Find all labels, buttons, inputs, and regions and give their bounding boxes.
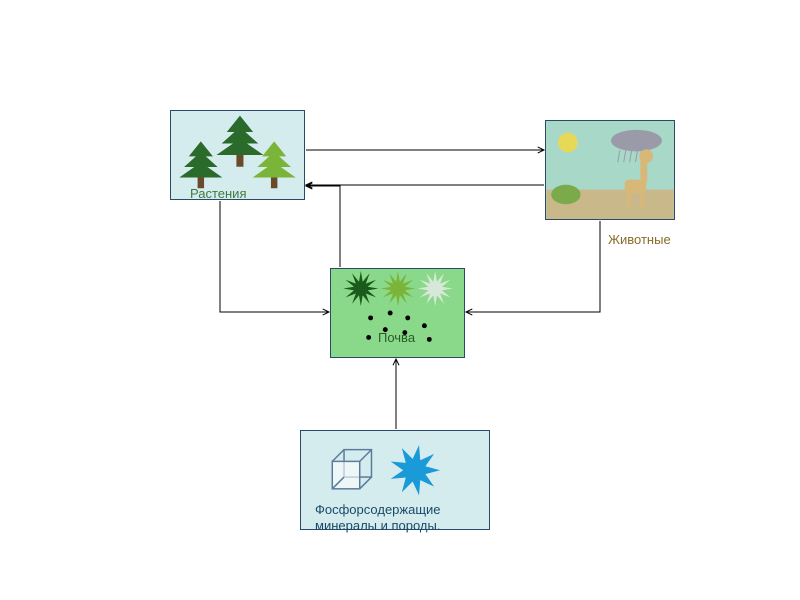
node-animals	[545, 120, 675, 220]
label-plants: Растения	[190, 186, 247, 201]
label-animals: Животные	[608, 232, 671, 247]
label-minerals: Фосфорсодержащие минералы и породы.	[315, 502, 485, 533]
label-soil: Почва	[378, 330, 415, 345]
animals-illustration	[546, 121, 674, 219]
